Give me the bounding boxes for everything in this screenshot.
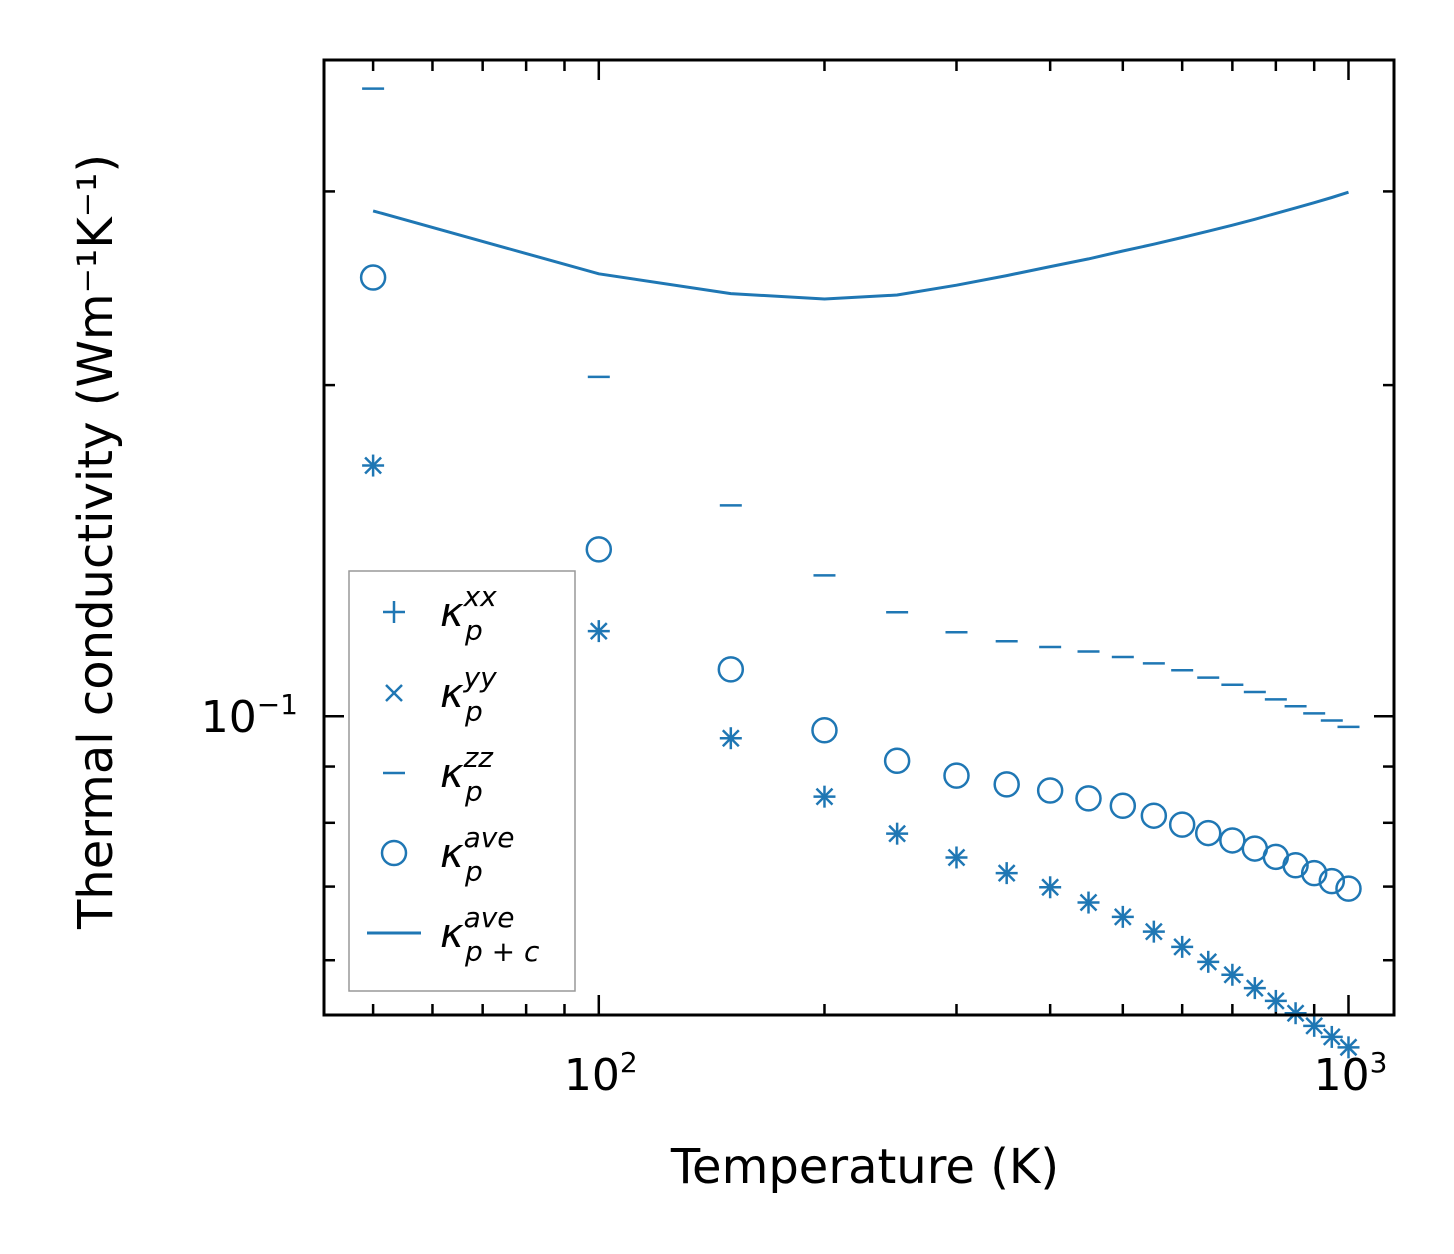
legend-label: κxx p xyxy=(440,580,497,647)
x-axis-label: Temperature (K) xyxy=(670,1139,1059,1195)
data-point-x xyxy=(997,864,1016,883)
data-point-circle xyxy=(811,717,838,744)
legend-entry: κave p xyxy=(380,821,515,888)
legend-entry: κave p + c xyxy=(367,901,540,968)
legend-label-base: κ xyxy=(440,671,464,717)
data-point-x xyxy=(721,729,740,748)
data-point-x xyxy=(1173,937,1192,956)
legend-entry: κyy p xyxy=(385,661,497,728)
legend-label: κyy p xyxy=(440,661,497,728)
data-point-x xyxy=(1199,952,1218,971)
legend-label-superscript: xx xyxy=(463,580,498,613)
legend-label-subscript: p + c xyxy=(464,935,540,968)
data-point-circle xyxy=(943,762,970,789)
data-point-x xyxy=(1223,965,1242,984)
data-point-circle xyxy=(359,264,387,291)
legend-label-subscript: p xyxy=(464,775,483,808)
x-tick-label-base: 10 xyxy=(564,1050,620,1101)
data-point-circle xyxy=(1318,867,1346,895)
legend-label-base: κ xyxy=(440,590,464,636)
data-point-x xyxy=(364,456,382,475)
plot-area xyxy=(359,87,1362,1059)
data-point-circle xyxy=(1335,875,1362,902)
data-point-circle xyxy=(1300,859,1328,887)
legend-label-subscript: p xyxy=(464,614,483,647)
series-circle xyxy=(359,264,1362,902)
legend-label-superscript: yy xyxy=(463,661,498,694)
data-point-x xyxy=(1245,979,1264,997)
data-point-x xyxy=(1286,1004,1305,1023)
x-tick-label: 102 xyxy=(564,1046,638,1101)
legend-label-base: κ xyxy=(440,751,464,797)
data-point-x xyxy=(888,824,907,843)
data-point-x xyxy=(1079,893,1098,912)
y-axis-label: Thermal conductivity (Wm⁻¹K⁻¹) xyxy=(68,154,124,930)
data-point-x xyxy=(1305,1016,1324,1035)
series-x xyxy=(364,456,1358,1057)
data-point-x xyxy=(589,622,608,640)
legend-box xyxy=(348,570,576,992)
legend-label: κave p xyxy=(440,821,515,888)
legend-marker-circle xyxy=(380,839,408,867)
data-point-x xyxy=(947,848,966,867)
plot-frame xyxy=(322,58,1396,1017)
data-point-x xyxy=(1339,1038,1358,1057)
x-tick-label-exponent: 3 xyxy=(1370,1046,1388,1079)
data-point-x xyxy=(1266,992,1285,1010)
data-point-x xyxy=(1144,922,1163,941)
line-series-kappa-pc-ave xyxy=(372,190,1349,301)
data-point-circle xyxy=(1075,785,1102,812)
data-point-x xyxy=(1041,878,1060,897)
legend-label-subscript: p xyxy=(464,695,483,728)
y-tick-label: 10−1 xyxy=(201,688,298,743)
data-point-circle xyxy=(1140,802,1168,829)
series-line xyxy=(372,190,1349,301)
legend-label: κave p + c xyxy=(440,901,540,968)
data-point-circle xyxy=(1282,851,1309,879)
data-point-circle xyxy=(1109,792,1137,820)
legend-label-base: κ xyxy=(440,831,464,877)
data-point-circle xyxy=(993,771,1020,798)
data-point-x xyxy=(1322,1028,1341,1046)
series-hline xyxy=(362,87,1360,729)
y-tick-label-base: 10 xyxy=(201,692,257,743)
legend-label-superscript: ave xyxy=(464,821,515,854)
data-point-x xyxy=(815,787,834,806)
data-point-x xyxy=(1113,907,1132,926)
y-tick-label-exponent: −1 xyxy=(257,688,298,721)
legend-label-base: κ xyxy=(440,911,464,957)
x-tick-label-exponent: 2 xyxy=(620,1046,638,1079)
data-point-circle xyxy=(1036,777,1064,804)
data-point-circle xyxy=(883,747,911,774)
x-tick-label-base: 10 xyxy=(1314,1050,1370,1101)
data-point-circle xyxy=(1194,819,1222,847)
legend-marker-x xyxy=(385,684,403,702)
data-point-circle xyxy=(717,656,745,683)
data-point-circle xyxy=(585,536,613,563)
x-tick-label: 103 xyxy=(1314,1046,1388,1101)
legend-entry: κzz p xyxy=(383,741,494,808)
data-point-circle xyxy=(1168,811,1196,838)
legend-label: κzz p xyxy=(440,741,494,808)
legend-marker-plus xyxy=(383,601,405,623)
legend-label-superscript: ave xyxy=(464,901,515,934)
legend-label-superscript: zz xyxy=(463,741,495,774)
legend-label-subscript: p xyxy=(464,855,483,888)
legend-entry: κxx p xyxy=(383,580,497,647)
